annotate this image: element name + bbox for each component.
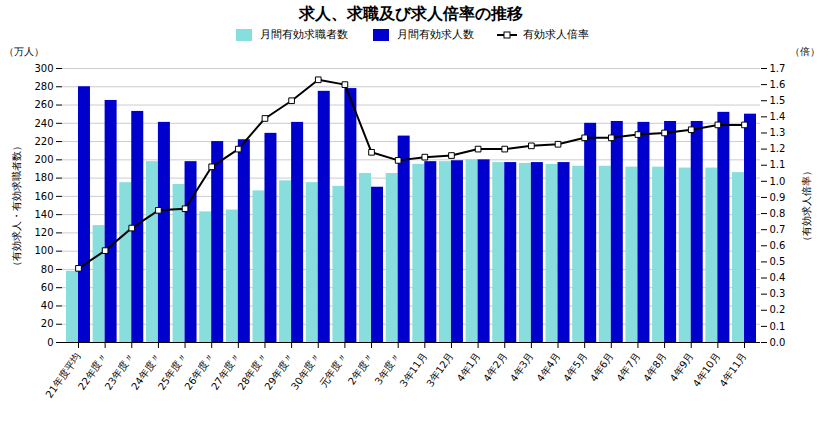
svg-text:（万人）: （万人） (4, 46, 44, 57)
svg-text:0.9: 0.9 (770, 192, 786, 203)
svg-text:4年1月: 4年1月 (455, 350, 483, 383)
svg-text:3年12月: 3年12月 (424, 350, 455, 388)
svg-text:100: 100 (34, 245, 53, 256)
svg-text:1.4: 1.4 (770, 111, 786, 122)
svg-text:60: 60 (41, 282, 54, 293)
svg-text:4年10月: 4年10月 (690, 350, 723, 389)
svg-text:（有効求人倍率）: （有効求人倍率） (801, 166, 812, 246)
svg-text:4年7月: 4年7月 (614, 350, 642, 383)
svg-text:4年3月: 4年3月 (508, 350, 536, 383)
svg-text:2年度〃: 2年度〃 (346, 350, 376, 386)
svg-text:40: 40 (41, 300, 54, 311)
svg-text:280: 280 (34, 81, 53, 92)
svg-text:1.5: 1.5 (770, 95, 786, 106)
svg-text:200: 200 (34, 154, 53, 165)
svg-text:1.1: 1.1 (770, 159, 786, 170)
svg-text:23年度〃: 23年度〃 (102, 350, 136, 392)
svg-text:30年度〃: 30年度〃 (289, 350, 323, 391)
svg-text:4年4月: 4年4月 (535, 350, 563, 383)
svg-text:4年11月: 4年11月 (717, 350, 748, 388)
svg-text:1.0: 1.0 (770, 176, 786, 187)
svg-text:0.5: 0.5 (770, 256, 786, 267)
svg-text:220: 220 (34, 136, 53, 147)
svg-text:29年度〃: 29年度〃 (262, 350, 296, 392)
svg-text:（倍）: （倍） (790, 46, 820, 57)
svg-text:0.4: 0.4 (770, 272, 786, 283)
svg-text:300: 300 (34, 63, 53, 74)
svg-text:260: 260 (34, 99, 53, 110)
svg-text:4年6月: 4年6月 (588, 350, 616, 383)
html-text:月間有効求職者数: 月間有効求職者数 (260, 28, 348, 41)
html-text:求人、求職及び求人倍率の推移: 求人、求職及び求人倍率の推移 (299, 4, 523, 23)
svg-text:1.3: 1.3 (770, 127, 786, 138)
svg-text:4年9月: 4年9月 (668, 350, 696, 383)
svg-text:（有効求人・有効求職者数）: （有効求人・有効求職者数） (11, 141, 22, 271)
svg-text:28年度〃: 28年度〃 (235, 350, 270, 392)
svg-text:120: 120 (34, 227, 53, 238)
svg-text:4年2月: 4年2月 (481, 350, 509, 383)
svg-text:25年度〃: 25年度〃 (155, 350, 190, 392)
svg-text:0.0: 0.0 (770, 337, 786, 348)
svg-text:4年5月: 4年5月 (561, 350, 589, 383)
svg-text:140: 140 (34, 209, 53, 220)
svg-text:160: 160 (34, 191, 53, 202)
svg-text:0.6: 0.6 (770, 240, 786, 251)
svg-text:26年度〃: 26年度〃 (182, 350, 216, 392)
svg-text:3年11月: 3年11月 (397, 350, 430, 389)
svg-text:元年度〃: 元年度〃 (317, 350, 349, 389)
svg-text:22年度〃: 22年度〃 (75, 350, 110, 392)
html-text:有効求人倍率: 有効求人倍率 (523, 28, 589, 41)
svg-text:21年度平均: 21年度平均 (43, 350, 82, 400)
svg-text:240: 240 (34, 118, 53, 129)
svg-text:0.2: 0.2 (770, 304, 786, 315)
svg-text:27年度〃: 27年度〃 (209, 350, 243, 392)
svg-text:0.7: 0.7 (770, 224, 786, 235)
svg-text:0.3: 0.3 (770, 288, 786, 299)
svg-text:1.7: 1.7 (770, 63, 786, 74)
svg-text:80: 80 (41, 264, 54, 275)
svg-text:1.2: 1.2 (770, 143, 786, 154)
svg-text:3年度〃: 3年度〃 (372, 350, 403, 387)
svg-text:0.1: 0.1 (770, 321, 786, 332)
svg-text:4年8月: 4年8月 (641, 350, 669, 383)
svg-text:180: 180 (34, 172, 53, 183)
svg-text:1.6: 1.6 (770, 79, 786, 90)
svg-text:20: 20 (41, 318, 54, 329)
html-text:月間有効求人数: 月間有効求人数 (397, 28, 474, 41)
svg-text:0.8: 0.8 (770, 208, 786, 219)
svg-text:0: 0 (47, 337, 53, 348)
svg-text:24年度〃: 24年度〃 (129, 350, 163, 392)
